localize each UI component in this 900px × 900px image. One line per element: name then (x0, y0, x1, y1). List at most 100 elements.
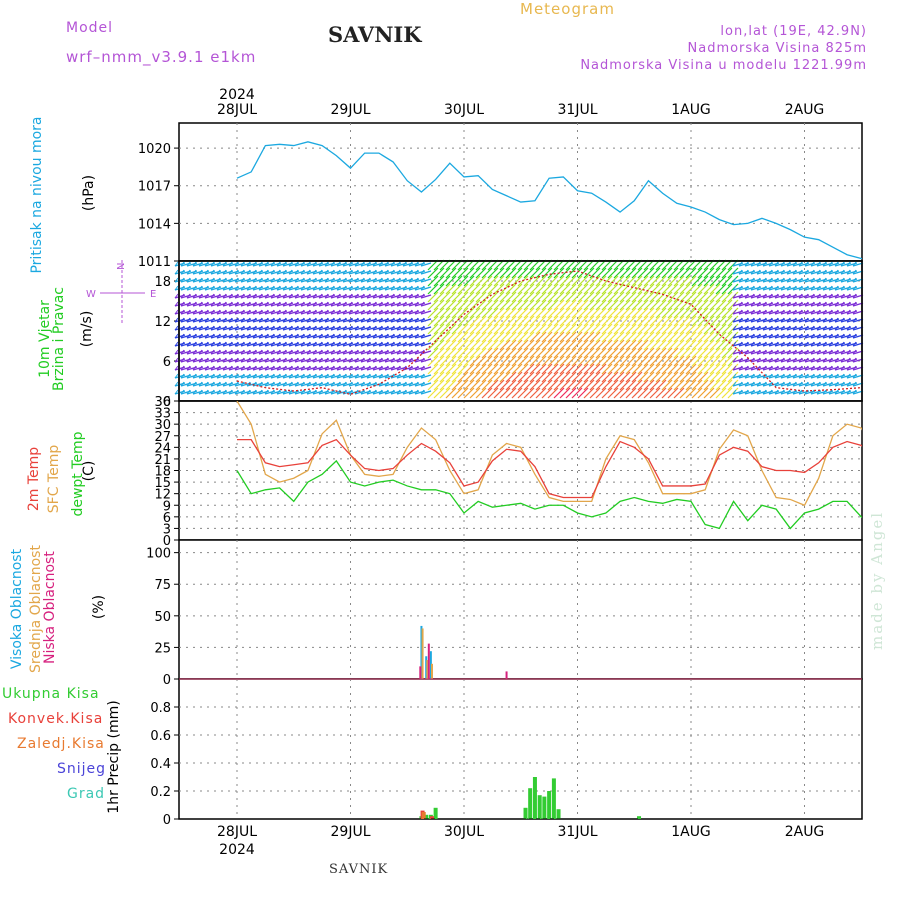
wind-barb (505, 323, 517, 335)
wind-barb (792, 269, 797, 275)
wind-barb (222, 349, 227, 355)
wind-barb (673, 347, 685, 359)
wind-barb (324, 325, 329, 331)
wind-barb (637, 331, 649, 343)
wind-barb (828, 261, 833, 267)
wind-barb (246, 333, 251, 339)
wind-barb (366, 381, 371, 387)
wind-barb (852, 365, 857, 371)
wind-barb (547, 347, 559, 359)
wind-barb (553, 275, 565, 287)
wind-barb (354, 285, 359, 291)
wind-barb (445, 267, 457, 279)
wind-barb (264, 269, 269, 275)
wind-barb (625, 363, 637, 375)
wind-barb (601, 387, 613, 399)
wind-barb (607, 307, 619, 319)
wind-barb (786, 365, 791, 371)
wind-barb (727, 363, 739, 375)
wind-barb (541, 355, 553, 367)
wind-barb (420, 341, 425, 347)
wind-barb (288, 261, 293, 267)
wind-barb (792, 325, 797, 331)
wind-barb (535, 379, 547, 391)
wind-barb (756, 357, 761, 363)
wind-barb (408, 301, 413, 307)
wind-barb (816, 317, 821, 323)
wind-barb (750, 365, 755, 371)
wind-barb (294, 341, 299, 347)
wind-barb (511, 267, 523, 279)
wind-barb (571, 315, 583, 327)
wind-barb (378, 277, 383, 283)
wind-barb (312, 317, 317, 323)
wind-barb (828, 309, 833, 315)
wind-barb (204, 333, 209, 339)
wind-barb (324, 317, 329, 323)
wind-barb (300, 301, 305, 307)
wind-barb (288, 293, 293, 299)
wind-barb (607, 283, 619, 295)
wind-barb (427, 283, 439, 295)
wind-barb (511, 339, 523, 351)
wind-barb (180, 317, 185, 323)
wind-barb (786, 269, 791, 275)
wind-barb (234, 389, 239, 395)
wind-barb (282, 269, 287, 275)
wind-barb (732, 381, 737, 387)
altitude-info: Nadmorska Visina 825m (687, 41, 867, 56)
wind-barb (834, 285, 839, 291)
wind-barb (439, 347, 451, 359)
wind-barb (390, 341, 395, 347)
wind-barb (493, 387, 505, 399)
wind-barb (631, 267, 643, 279)
wind-barb (559, 283, 571, 295)
legend-convective-rain: Konvek.Kisa (8, 711, 104, 727)
wind-barb (828, 389, 833, 395)
wind-barb (282, 333, 287, 339)
wind-barb (709, 299, 721, 311)
wind-barb (414, 261, 419, 267)
wind-barb (234, 309, 239, 315)
ytick-label: 18 (154, 465, 171, 480)
wind-barb (252, 357, 257, 363)
wind-barb (738, 349, 743, 355)
wind-barb (192, 293, 197, 299)
wind-barb (721, 323, 733, 335)
wind-barb (276, 261, 281, 267)
wind-barb (595, 283, 607, 295)
wind-barb (840, 357, 845, 363)
wind-barb (481, 315, 493, 327)
wind-barb (372, 389, 377, 395)
wind-barb (517, 363, 529, 375)
wind-barb (222, 389, 227, 395)
wind-barb (427, 299, 439, 311)
wind-barb (276, 341, 281, 347)
wind-barb (852, 381, 857, 387)
wind-barb (234, 381, 239, 387)
wind-barb (619, 387, 631, 399)
wind-barb (252, 317, 257, 323)
wind-barb (408, 309, 413, 315)
cloud-bar (430, 663, 433, 679)
wind-barb (834, 389, 839, 395)
wind-barb (408, 373, 413, 379)
ytick-label: 9 (163, 499, 171, 514)
wind-barb (553, 331, 565, 343)
wind-barb (511, 323, 523, 335)
wind-barb (234, 261, 239, 267)
wind-barb (822, 389, 827, 395)
wind-barb (463, 387, 475, 399)
wind-barb (511, 371, 523, 383)
wind-barb (768, 269, 773, 275)
wind-barb (667, 291, 679, 303)
wind-barb (318, 293, 323, 299)
wind-barb (246, 389, 251, 395)
wind-barb (360, 381, 365, 387)
wind-barb (499, 323, 511, 335)
wind-barb (384, 357, 389, 363)
wind-barb (798, 325, 803, 331)
wind-barb (541, 315, 553, 327)
wind-barb (750, 333, 755, 339)
wind-barb (288, 373, 293, 379)
